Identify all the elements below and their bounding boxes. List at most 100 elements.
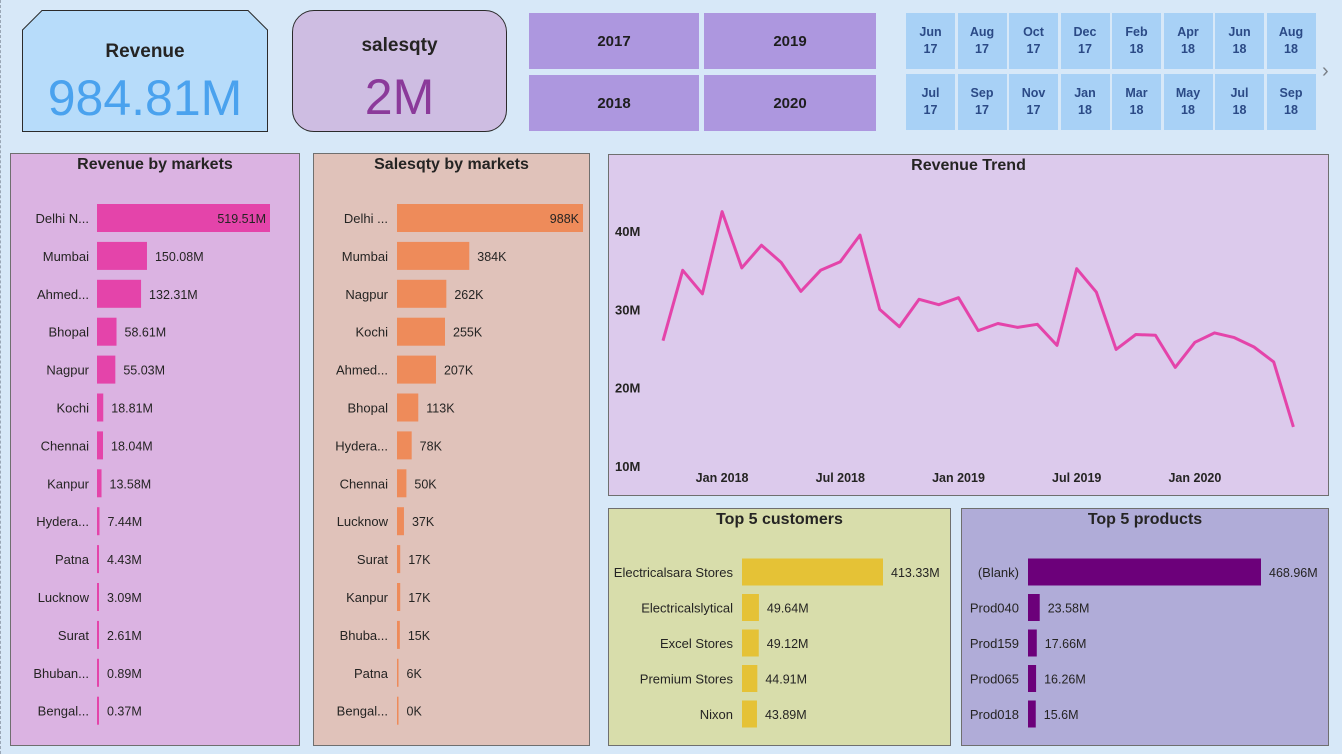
bar bbox=[397, 355, 436, 384]
salesqty-by-markets-panel: Salesqty by markets Delhi ... 988K Mumbai 3… bbox=[313, 153, 590, 746]
data-label: 50K bbox=[414, 477, 437, 491]
category-label: Bhuban... bbox=[33, 666, 89, 681]
category-label: Chennai bbox=[340, 476, 389, 491]
month-slicer-item[interactable]: Mar 18 bbox=[1112, 74, 1161, 130]
revenue-kpi-title: Revenue bbox=[105, 41, 185, 62]
year-slicer-2018[interactable]: 2018 bbox=[529, 75, 699, 131]
category-label: Bengal... bbox=[337, 704, 388, 719]
month-slicer-item[interactable]: Dec 17 bbox=[1060, 13, 1110, 69]
month-slicer-item[interactable]: Jun 17 bbox=[906, 13, 955, 69]
month-slicer-item[interactable]: May 18 bbox=[1163, 74, 1213, 130]
data-label: 4.43M bbox=[107, 553, 142, 567]
category-label: Mumbai bbox=[342, 249, 388, 264]
data-label: 3.09M bbox=[107, 591, 142, 605]
top5-products-chart: (Blank) 468.96M Prod040 23.58M Prod159 17.66M… bbox=[970, 558, 1318, 728]
category-label: Prod040 bbox=[970, 601, 1019, 616]
category-label: Ahmed... bbox=[37, 287, 89, 302]
data-label: 23.58M bbox=[1048, 602, 1090, 616]
category-label: Excel Stores bbox=[660, 636, 733, 651]
data-label: 58.61M bbox=[125, 326, 167, 340]
data-label: 55.03M bbox=[123, 364, 165, 378]
data-label: 18.81M bbox=[111, 402, 153, 416]
revenue-trend-line bbox=[661, 210, 1295, 428]
y-tick-label: 10M bbox=[615, 459, 640, 474]
y-tick-label: 40M bbox=[615, 224, 640, 239]
bar bbox=[97, 355, 116, 384]
month-slicer-item[interactable]: Jul 17 bbox=[906, 74, 955, 130]
category-label: Kochi bbox=[355, 325, 388, 340]
category-label: Prod065 bbox=[970, 672, 1019, 687]
data-label: 0K bbox=[407, 705, 423, 719]
data-label: 49.12M bbox=[767, 637, 809, 651]
bar bbox=[97, 204, 270, 232]
revenue-by-markets-panel: Revenue by markets Delhi N... 519.51M Mumb… bbox=[10, 153, 300, 746]
category-label: (Blank) bbox=[978, 565, 1019, 580]
data-label: 262K bbox=[454, 288, 484, 302]
month-slicer-item[interactable]: Sep 17 bbox=[957, 74, 1007, 130]
data-label: 519.51M bbox=[217, 212, 266, 226]
bar bbox=[1028, 594, 1040, 621]
bar bbox=[1028, 665, 1037, 692]
category-label: Bhuba... bbox=[340, 628, 388, 643]
bar bbox=[97, 507, 100, 536]
category-label: Bengal... bbox=[38, 704, 89, 719]
month-slicer-item[interactable]: Aug 17 bbox=[957, 13, 1007, 69]
month-slicer-item[interactable]: Jan 18 bbox=[1060, 74, 1110, 130]
data-label: 15K bbox=[408, 629, 431, 643]
bar bbox=[97, 431, 104, 460]
revenue-trend-chart: 40M 30M 20M 10M Jan 2018 Jul 2018 Jan 2019 Jul … bbox=[615, 210, 1295, 485]
bar bbox=[397, 507, 404, 536]
month-slicer-item[interactable]: Oct 17 bbox=[1009, 13, 1058, 69]
month-slicer-item[interactable]: Apr 18 bbox=[1163, 13, 1213, 69]
data-label: 207K bbox=[444, 364, 474, 378]
revenue-by-markets-chart: Delhi N... 519.51M Mumbai 150.08M Ahmed... 13… bbox=[33, 204, 270, 725]
category-label: Prod018 bbox=[970, 707, 1019, 722]
bar bbox=[97, 545, 99, 574]
category-label: Delhi ... bbox=[344, 211, 388, 226]
x-tick-label: Jul 2019 bbox=[1052, 471, 1101, 485]
year-slicer-2020[interactable]: 2020 bbox=[704, 75, 876, 131]
year-slicer-2017[interactable]: 2017 bbox=[529, 13, 699, 69]
bar bbox=[742, 594, 759, 621]
month-slicer-item[interactable]: Jun 18 bbox=[1215, 13, 1264, 69]
category-label: Surat bbox=[58, 628, 89, 643]
bar bbox=[97, 583, 99, 611]
y-tick-label: 20M bbox=[615, 381, 640, 396]
category-label: Bhopal bbox=[348, 401, 389, 416]
top5-customers-panel: Top 5 customers Electricalsara Stores 413… bbox=[608, 508, 951, 746]
x-tick-label: Jan 2019 bbox=[932, 471, 985, 485]
data-label: 7.44M bbox=[107, 515, 142, 529]
month-slicer-item[interactable]: Feb 18 bbox=[1112, 13, 1161, 69]
revenue-trend-panel: Revenue Trend 40M 30M 20M 10M Jan 2018 Jul 20… bbox=[608, 154, 1329, 496]
salesqty-kpi-value: 2M bbox=[364, 69, 435, 125]
bar bbox=[97, 469, 102, 498]
x-tick-label: Jul 2018 bbox=[816, 471, 865, 485]
bar bbox=[742, 629, 759, 657]
bar bbox=[397, 583, 401, 611]
category-label: Kanpur bbox=[47, 476, 90, 491]
data-label: 18.04M bbox=[111, 439, 153, 453]
month-slicer-item[interactable]: Nov 17 bbox=[1009, 74, 1058, 130]
data-label: 16.26M bbox=[1044, 673, 1086, 687]
category-label: Prod159 bbox=[970, 636, 1019, 651]
year-slicer-2019[interactable]: 2019 bbox=[704, 13, 876, 69]
bar bbox=[397, 317, 446, 346]
month-slicer-item[interactable]: Aug 18 bbox=[1266, 13, 1316, 69]
salesqty-kpi-card: salesqty 2M bbox=[292, 10, 507, 132]
data-label: 37K bbox=[412, 515, 435, 529]
category-label: Lucknow bbox=[38, 590, 90, 605]
category-label: Delhi N... bbox=[36, 211, 89, 226]
category-label: Hydera... bbox=[36, 514, 89, 529]
revenue-trend-title: Revenue Trend bbox=[911, 157, 1026, 174]
bar bbox=[97, 279, 142, 308]
top5-customers-title: Top 5 customers bbox=[716, 511, 843, 528]
data-label: 44.91M bbox=[765, 673, 807, 687]
category-label: Nixon bbox=[700, 707, 733, 722]
month-slicer-item[interactable]: Sep 18 bbox=[1266, 74, 1316, 130]
bar bbox=[397, 431, 412, 460]
chevron-right-icon[interactable]: › bbox=[1322, 60, 1329, 82]
data-label: 988K bbox=[550, 212, 580, 226]
month-slicer-item[interactable]: Jul 18 bbox=[1215, 74, 1264, 130]
top5-products-panel: Top 5 products (Blank) 468.96M Prod040 23.5… bbox=[961, 508, 1329, 746]
bar bbox=[97, 393, 104, 422]
